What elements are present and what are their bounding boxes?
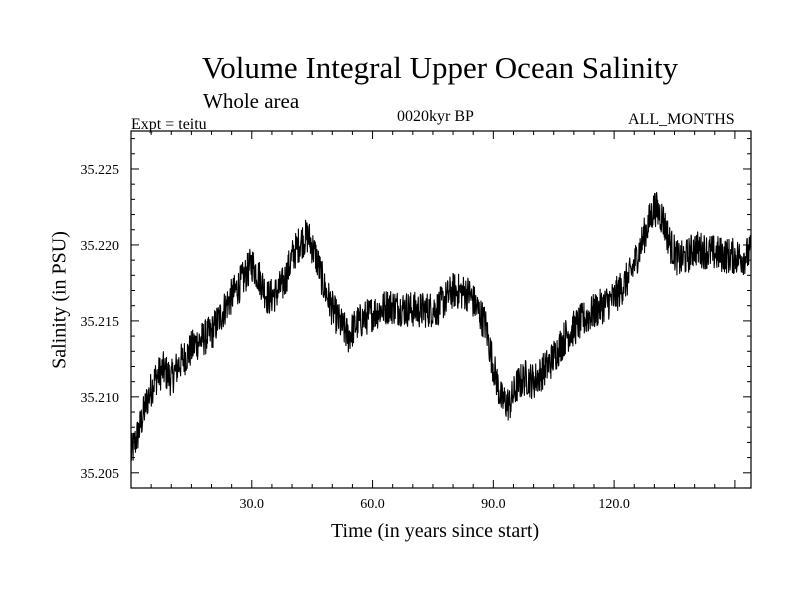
x-tick-label: 120.0 [598,497,630,512]
x-tick-label: 60.0 [360,497,385,512]
era-label: 0020kyr BP [397,108,474,125]
y-tick-label: 35.215 [81,315,120,330]
series-group [130,191,752,462]
plot-frame [130,130,752,489]
y-tick-label: 35.225 [81,163,120,178]
x-tick-label: 30.0 [240,497,265,512]
y-tick-label: 35.210 [81,391,120,406]
chart-title: Volume Integral Upper Ocean Salinity [201,50,679,85]
experiment-label: Expt = teitu [131,116,207,133]
chart-subtitle: Whole area [203,89,300,113]
months-label: ALL_MONTHS [628,111,735,128]
x-tick-label: 90.0 [481,497,506,512]
y-tick-label: 35.205 [81,467,120,482]
salinity-series-line [130,191,752,462]
axis-ticks: 30.0 60.0 90.0 120.0 35.205 35.210 35.215 35.22… [81,131,751,512]
x-axis-label: Time (in years since start) [331,520,540,542]
y-tick-label: 35.220 [81,239,120,254]
